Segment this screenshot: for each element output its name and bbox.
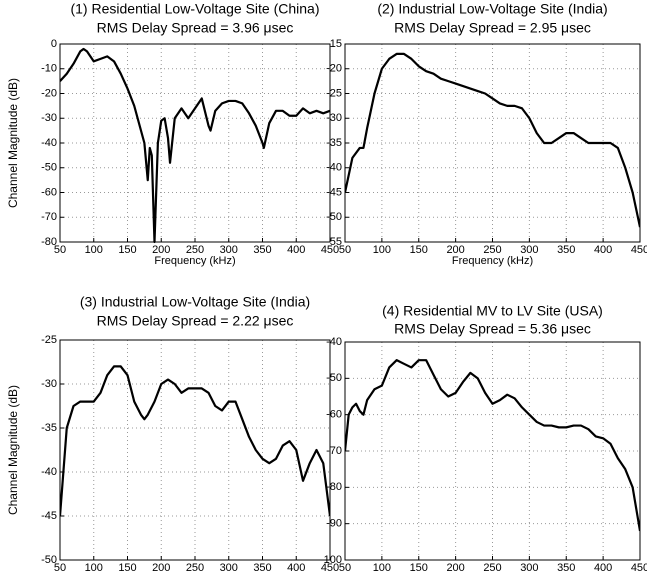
subplot-title: (3) Industrial Low-Voltage Site (India) — [80, 294, 310, 310]
x-tick-label: 450 — [321, 244, 339, 256]
x-tick-label: 50 — [339, 244, 351, 256]
axes-frame — [59, 339, 331, 561]
y-tick-label: 0 — [51, 38, 57, 50]
x-tick-label: 400 — [594, 562, 612, 571]
y-tick-label: -55 — [326, 236, 342, 248]
x-tick-label: 100 — [85, 244, 103, 256]
subplot-subtitle: RMS Delay Spread = 3.96 μsec — [97, 20, 294, 36]
y-tick-label: -35 — [326, 137, 342, 149]
x-tick-label: 450 — [321, 562, 339, 571]
subplot: (3) Industrial Low-Voltage Site (India) R… — [6, 294, 339, 571]
x-tick-label: 400 — [287, 562, 305, 571]
subplot-subtitle: RMS Delay Spread = 5.36 μsec — [394, 321, 591, 337]
subplot-title: (4) Residential MV to LV Site (USA) — [382, 303, 603, 319]
y-tick-label: -25 — [41, 334, 57, 346]
x-tick-label: 100 — [373, 244, 391, 256]
x-tick-label: 50 — [54, 562, 66, 571]
y-tick-label: -20 — [326, 63, 342, 75]
x-tick-label: 50 — [339, 562, 351, 571]
y-tick-label: -40 — [326, 336, 342, 348]
y-tick-label: -60 — [41, 186, 57, 198]
subplot-subtitle: RMS Delay Spread = 2.95 μsec — [394, 20, 591, 36]
x-tick-label: 300 — [220, 244, 238, 256]
x-tick-label: 200 — [152, 562, 170, 571]
x-tick-label: 50 — [54, 244, 66, 256]
data-line — [60, 365, 330, 517]
x-tick-label: 400 — [287, 244, 305, 256]
subplot: (2) Industrial Low-Voltage Site (India) R… — [326, 1, 647, 267]
x-tick-label: 450 — [631, 244, 647, 256]
subplot-title: (1) Residential Low-Voltage Site (China) — [70, 1, 319, 17]
x-tick-label: 400 — [594, 244, 612, 256]
y-tick-label: -60 — [326, 409, 342, 421]
y-tick-label: -50 — [326, 211, 342, 223]
x-tick-label: 150 — [118, 244, 136, 256]
y-tick-label: -40 — [41, 137, 57, 149]
x-tick-label: 150 — [410, 244, 428, 256]
y-tick-label: -10 — [41, 63, 57, 75]
y-tick-label: -50 — [41, 554, 57, 566]
y-tick-label: -30 — [326, 112, 342, 124]
x-tick-label: 200 — [152, 244, 170, 256]
x-tick-label: 300 — [520, 244, 538, 256]
x-tick-label: 200 — [446, 244, 464, 256]
y-tick-label: -20 — [41, 87, 57, 99]
x-tick-label: 250 — [483, 562, 501, 571]
y-tick-label: -45 — [41, 510, 57, 522]
subplot-title: (2) Industrial Low-Voltage Site (India) — [377, 1, 607, 17]
y-tick-label: -50 — [326, 372, 342, 384]
y-tick-label: -100 — [320, 554, 342, 566]
subplot: (1) Residential Low-Voltage Site (China)… — [6, 1, 339, 267]
x-tick-label: 300 — [520, 562, 538, 571]
y-tick-label: -80 — [41, 236, 57, 248]
data-line — [345, 359, 640, 532]
y-tick-label: -30 — [41, 378, 57, 390]
y-tick-label: -70 — [41, 211, 57, 223]
x-tick-label: 150 — [410, 562, 428, 571]
x-tick-label: 350 — [253, 244, 271, 256]
y-tick-label: -40 — [326, 162, 342, 174]
y-axis-label: Channel Magnitude (dB) — [6, 385, 20, 515]
x-tick-label: 350 — [253, 562, 271, 571]
y-tick-label: -90 — [326, 518, 342, 530]
x-tick-label: 100 — [85, 562, 103, 571]
x-axis-label: Frequency (kHz) — [154, 255, 235, 267]
x-tick-label: 350 — [557, 562, 575, 571]
y-axis-label: Channel Magnitude (dB) — [6, 78, 20, 208]
x-tick-label: 250 — [186, 562, 204, 571]
data-line — [345, 52, 640, 228]
axes-frame — [344, 43, 641, 243]
x-tick-label: 350 — [557, 244, 575, 256]
y-tick-label: -30 — [41, 112, 57, 124]
x-tick-label: 200 — [446, 562, 464, 571]
x-axis-label: Frequency (kHz) — [452, 255, 533, 267]
subplot: (4) Residential MV to LV Site (USA) RMS D… — [320, 303, 647, 571]
x-tick-label: 150 — [118, 562, 136, 571]
y-tick-label: -15 — [326, 38, 342, 50]
y-tick-label: -50 — [41, 162, 57, 174]
x-tick-label: 100 — [373, 562, 391, 571]
y-tick-label: -40 — [41, 466, 57, 478]
y-tick-label: -35 — [41, 422, 57, 434]
x-tick-label: 450 — [631, 562, 647, 571]
axes-frame — [344, 341, 641, 561]
y-tick-label: -70 — [326, 445, 342, 457]
y-tick-label: -80 — [326, 481, 342, 493]
x-tick-label: 300 — [220, 562, 238, 571]
y-tick-label: -25 — [326, 87, 342, 99]
axes-frame — [59, 43, 331, 243]
x-tick-label: 250 — [483, 244, 501, 256]
x-tick-label: 250 — [186, 244, 204, 256]
subplot-subtitle: RMS Delay Spread = 2.22 μsec — [97, 313, 294, 329]
y-tick-label: -45 — [326, 186, 342, 198]
data-line — [60, 47, 330, 244]
